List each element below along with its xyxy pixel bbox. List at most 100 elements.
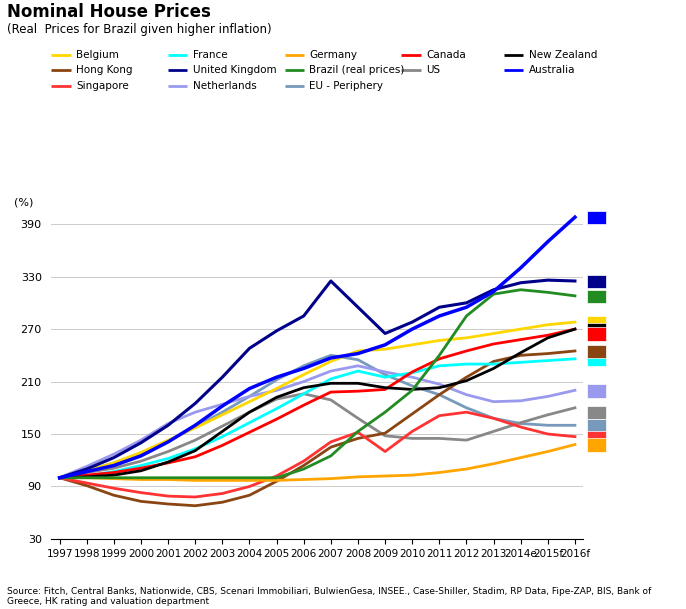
France	[490, 361, 498, 368]
Singapore	[82, 479, 91, 487]
Singapore	[544, 431, 552, 438]
Line: Canada: Canada	[60, 329, 575, 477]
Canada	[381, 385, 389, 393]
US	[354, 415, 362, 422]
France	[517, 359, 525, 366]
Brazil (real prices)	[300, 465, 308, 473]
Australia	[571, 214, 579, 221]
Netherlands	[327, 367, 335, 375]
Netherlands	[571, 387, 579, 394]
Germany	[82, 474, 91, 481]
Text: Netherlands: Netherlands	[193, 82, 257, 91]
EU - Periphery	[164, 437, 172, 445]
Belgium	[82, 467, 91, 474]
Singapore	[327, 438, 335, 446]
United Kingdom	[327, 277, 335, 284]
Line: New Zealand: New Zealand	[60, 329, 575, 477]
France	[571, 355, 579, 362]
Canada	[137, 465, 145, 472]
Netherlands	[164, 420, 172, 427]
Australia	[110, 462, 118, 469]
Line: Germany: Germany	[60, 445, 575, 481]
Brazil (real prices)	[354, 428, 362, 435]
Belgium	[544, 321, 552, 328]
Singapore	[191, 493, 200, 501]
US	[110, 465, 118, 472]
Singapore	[571, 433, 579, 440]
New Zealand	[462, 377, 471, 384]
Australia	[462, 303, 471, 311]
US	[300, 390, 308, 398]
New Zealand	[137, 467, 145, 474]
EU - Periphery	[354, 356, 362, 364]
France	[300, 390, 308, 398]
Line: Australia: Australia	[60, 217, 575, 477]
Text: Hong Kong: Hong Kong	[76, 65, 132, 75]
Australia	[544, 238, 552, 245]
US	[246, 409, 254, 416]
Netherlands	[544, 393, 552, 400]
Canada	[56, 474, 64, 481]
Germany	[137, 476, 145, 483]
Text: Belgium: Belgium	[76, 50, 119, 60]
EU - Periphery	[110, 459, 118, 466]
Brazil (real prices)	[246, 474, 254, 481]
US	[191, 437, 200, 444]
Germany	[327, 475, 335, 482]
Brazil (real prices)	[191, 474, 200, 481]
EU - Periphery	[544, 421, 552, 429]
France	[544, 357, 552, 364]
Hong Kong	[137, 498, 145, 505]
Text: Singapore: Singapore	[76, 82, 129, 91]
Canada	[246, 429, 254, 436]
New Zealand	[82, 473, 91, 481]
Singapore	[381, 448, 389, 455]
Germany	[272, 477, 281, 484]
Germany	[571, 441, 579, 448]
New Zealand	[354, 379, 362, 387]
Netherlands	[381, 368, 389, 376]
Netherlands	[82, 463, 91, 470]
Germany	[517, 454, 525, 461]
Hong Kong	[56, 474, 64, 481]
US	[56, 474, 64, 481]
US	[82, 469, 91, 476]
Australia	[408, 325, 416, 333]
Brazil (real prices)	[435, 351, 443, 359]
Australia	[381, 341, 389, 348]
United Kingdom	[490, 286, 498, 294]
Australia	[56, 474, 64, 481]
United Kingdom	[82, 465, 91, 473]
Belgium	[246, 398, 254, 406]
United Kingdom	[544, 276, 552, 284]
Text: Brazil (real prices): Brazil (real prices)	[309, 65, 405, 75]
Brazil (real prices)	[137, 474, 145, 481]
US	[544, 411, 552, 418]
Germany	[191, 477, 200, 484]
Text: France: France	[193, 50, 227, 60]
Canada	[354, 387, 362, 395]
Germany	[354, 473, 362, 481]
Hong Kong	[435, 391, 443, 398]
Brazil (real prices)	[408, 387, 416, 394]
Germany	[544, 448, 552, 455]
Line: Singapore: Singapore	[60, 412, 575, 497]
Netherlands	[462, 391, 471, 398]
United Kingdom	[300, 312, 308, 320]
Hong Kong	[272, 477, 281, 485]
Canada	[517, 336, 525, 343]
New Zealand	[56, 474, 64, 481]
France	[218, 433, 226, 440]
France	[435, 362, 443, 370]
Singapore	[300, 457, 308, 465]
Brazil (real prices)	[110, 474, 118, 481]
Netherlands	[408, 373, 416, 381]
Australia	[272, 373, 281, 381]
EU - Periphery	[435, 391, 443, 398]
Brazil (real prices)	[571, 292, 579, 300]
New Zealand	[517, 349, 525, 356]
Netherlands	[517, 397, 525, 404]
Belgium	[272, 385, 281, 392]
EU - Periphery	[490, 415, 498, 422]
Belgium	[218, 411, 226, 418]
